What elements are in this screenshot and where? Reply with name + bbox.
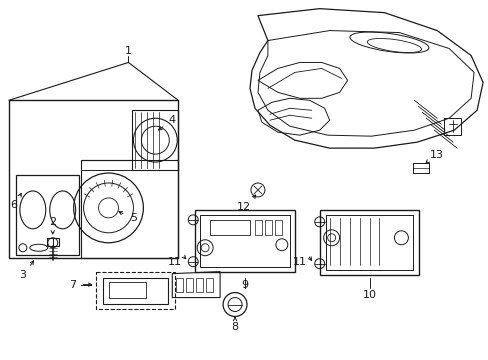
Bar (47, 238, 59, 246)
Text: 4: 4 (168, 115, 176, 125)
Bar (264, 220, 271, 235)
Text: 12: 12 (237, 202, 250, 212)
Bar (210, 220, 249, 235)
Text: 2: 2 (49, 217, 56, 227)
Bar (176, 278, 183, 292)
Text: 11: 11 (292, 257, 306, 267)
Bar (195, 210, 294, 272)
Bar (325, 215, 412, 270)
Text: 7: 7 (69, 280, 76, 289)
Bar (186, 278, 193, 292)
Text: 10: 10 (362, 289, 376, 300)
Text: 1: 1 (125, 45, 132, 55)
Bar (206, 278, 213, 292)
Text: 9: 9 (241, 280, 248, 289)
Text: 6: 6 (10, 200, 18, 210)
Bar (196, 278, 203, 292)
Bar (274, 220, 281, 235)
Bar (319, 210, 419, 275)
Bar (254, 220, 262, 235)
Text: 8: 8 (231, 323, 238, 332)
Text: 5: 5 (130, 213, 137, 223)
Bar (200, 215, 289, 267)
Bar (412, 163, 428, 173)
Text: 3: 3 (20, 270, 26, 280)
Text: 11: 11 (168, 257, 182, 267)
Text: 13: 13 (429, 150, 443, 160)
Bar (108, 282, 146, 298)
